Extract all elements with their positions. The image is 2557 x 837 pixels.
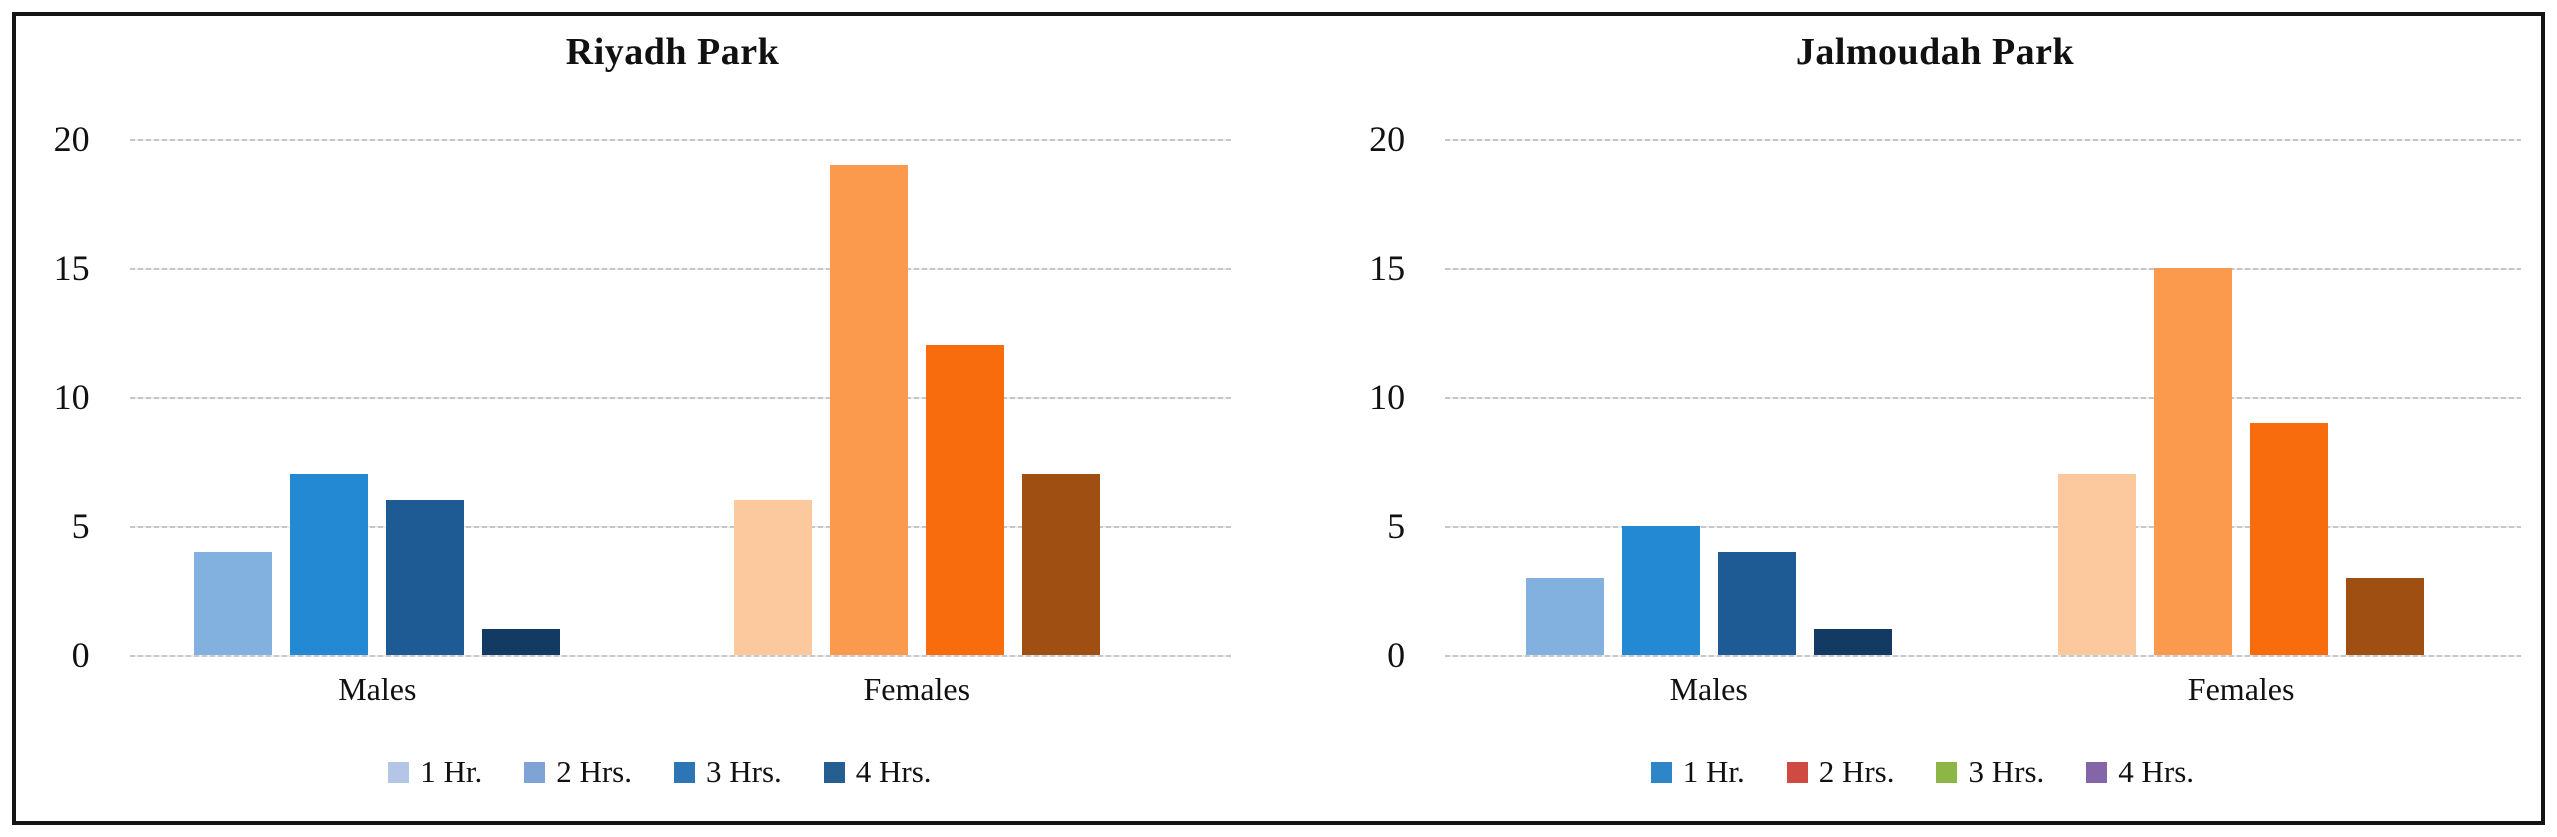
bar-males-3-hrs bbox=[386, 500, 465, 655]
legend-label: 4 Hrs. bbox=[855, 754, 932, 789]
bar-males-2-hrs bbox=[290, 474, 369, 655]
bar-females-2-hrs bbox=[2154, 268, 2233, 655]
gridline-y-20 bbox=[129, 139, 1231, 141]
bar-group-males bbox=[194, 139, 561, 655]
bar-females-3-hrs bbox=[925, 345, 1004, 655]
legend-swatch-icon bbox=[1786, 761, 1808, 783]
bar-females-4-hrs bbox=[2346, 577, 2425, 655]
y-axis-tick-label-0: 0 bbox=[71, 635, 90, 675]
bar-females-2-hrs bbox=[829, 164, 908, 655]
bar-males-1-hr bbox=[194, 551, 273, 655]
gridline-y-5 bbox=[1445, 526, 2521, 528]
legend-label: 2 Hrs. bbox=[1818, 754, 1895, 789]
legend-label: 1 Hr. bbox=[1682, 754, 1745, 789]
plot-area: 20 15 10 5 0 Males Females bbox=[54, 121, 1231, 707]
legend-label: 1 Hr. bbox=[420, 754, 483, 789]
legend-swatch-icon bbox=[524, 761, 546, 783]
gridline-y-0 bbox=[1445, 655, 2521, 657]
gridline-y-5 bbox=[129, 526, 1231, 528]
legend-label: 3 Hrs. bbox=[705, 754, 782, 789]
legend-item-4-hrs: 4 Hrs. bbox=[823, 754, 932, 790]
x-axis-category-label-males: Males bbox=[1669, 671, 1748, 707]
bar-males-4-hrs bbox=[482, 629, 561, 655]
bar-males-4-hrs bbox=[1813, 629, 1892, 655]
legend-swatch-icon bbox=[388, 761, 410, 783]
legend-label: 3 Hrs. bbox=[1968, 754, 2045, 789]
bar-males-3-hrs bbox=[1717, 551, 1796, 655]
legend-item-2-hrs: 2 Hrs. bbox=[1786, 754, 1895, 790]
chart-panel-jalmoudah-park: Jalmoudah Park 20 15 10 5 0 Males Females 1 Hr… bbox=[1279, 16, 2542, 821]
legend-item-2-hrs: 2 Hrs. bbox=[524, 754, 632, 790]
figure-frame: Riyadh Park 20 15 10 5 0 Males Females 1 Hr. 2 … bbox=[12, 12, 2545, 825]
legend-item-4-hrs: 4 Hrs. bbox=[2086, 754, 2194, 790]
y-axis-tick-label-20: 20 bbox=[53, 119, 90, 159]
legend-swatch-icon bbox=[1936, 761, 1958, 783]
x-axis-category-label-females: Females bbox=[863, 671, 971, 707]
bar-group-males bbox=[1525, 139, 1892, 655]
legend-swatch-icon bbox=[1650, 761, 1672, 783]
legend-swatch-icon bbox=[2086, 761, 2108, 783]
gridline-y-20 bbox=[1445, 139, 2521, 141]
plot-area: 20 15 10 5 0 Males Females bbox=[1369, 121, 2521, 707]
bar-females-1-hr bbox=[733, 500, 812, 655]
y-axis-tick-label-10: 10 bbox=[53, 377, 90, 417]
bar-group-females bbox=[2058, 139, 2425, 655]
x-axis-category-label-males: Males bbox=[338, 671, 417, 707]
y-axis-tick-label-20: 20 bbox=[1369, 119, 1406, 159]
bar-group-females bbox=[733, 139, 1100, 655]
bar-males-1-hr bbox=[1525, 577, 1604, 655]
gridline-y-10 bbox=[1445, 397, 2521, 399]
legend-item-3-hrs: 3 Hrs. bbox=[1936, 754, 2044, 790]
legend: 1 Hr. 2 Hrs. 3 Hrs. 4 Hrs. bbox=[67, 754, 1254, 790]
legend-label: 2 Hrs. bbox=[556, 754, 632, 789]
gridline-y-15 bbox=[1445, 268, 2521, 270]
bar-females-4-hrs bbox=[1021, 474, 1100, 655]
y-axis-tick-label-10: 10 bbox=[1369, 377, 1406, 417]
chart-panel-riyadh-park: Riyadh Park 20 15 10 5 0 Males Females 1 Hr. 2 … bbox=[16, 16, 1279, 821]
legend-item-3-hrs: 3 Hrs. bbox=[673, 754, 782, 790]
legend-item-1-hr: 1 Hr. bbox=[1650, 754, 1745, 790]
y-axis-tick-label-5: 5 bbox=[71, 506, 90, 546]
chart-title: Jalmoudah Park bbox=[1795, 31, 2075, 73]
y-axis-tick-label-5: 5 bbox=[1387, 506, 1406, 546]
x-axis-category-label-females: Females bbox=[2187, 671, 2295, 707]
gridline-y-0 bbox=[129, 655, 1231, 657]
legend-swatch-icon bbox=[673, 761, 695, 783]
legend-label: 4 Hrs. bbox=[2118, 754, 2195, 789]
bar-females-1-hr bbox=[2058, 474, 2137, 655]
legend-item-1-hr: 1 Hr. bbox=[388, 754, 482, 790]
gridline-y-15 bbox=[129, 268, 1231, 270]
legend-swatch-icon bbox=[823, 761, 845, 783]
gridline-y-10 bbox=[129, 397, 1231, 399]
chart-title: Riyadh Park bbox=[565, 31, 780, 73]
y-axis-tick-label-15: 15 bbox=[53, 248, 90, 288]
bar-females-3-hrs bbox=[2250, 422, 2329, 655]
bar-males-2-hrs bbox=[1621, 526, 1700, 655]
y-axis-tick-label-15: 15 bbox=[1369, 248, 1406, 288]
y-axis-tick-label-0: 0 bbox=[1387, 635, 1406, 675]
legend: 1 Hr. 2 Hrs. 3 Hrs. 4 Hrs. bbox=[1329, 754, 2516, 790]
